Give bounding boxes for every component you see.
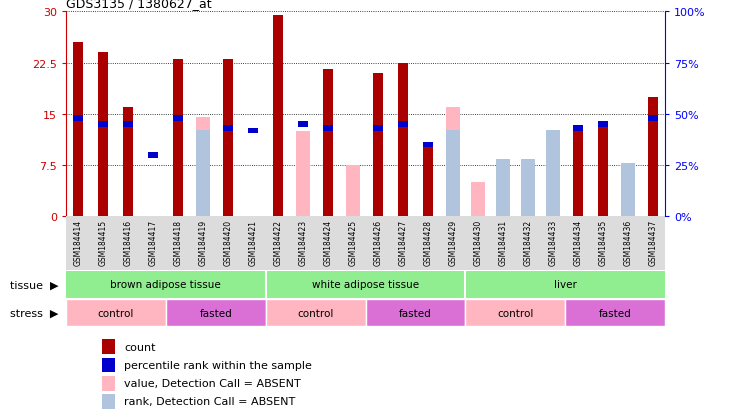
Text: control: control: [97, 308, 134, 318]
Text: GSM184437: GSM184437: [648, 220, 657, 266]
Bar: [621, 179, 635, 217]
Text: GSM184430: GSM184430: [474, 220, 482, 266]
Bar: [565, 299, 665, 326]
Bar: [98, 53, 108, 217]
Bar: [648, 116, 658, 121]
Text: GSM184424: GSM184424: [324, 220, 333, 266]
Bar: [496, 173, 510, 217]
Bar: [124, 108, 133, 217]
Bar: [598, 121, 607, 217]
Bar: [223, 60, 233, 217]
Text: GSM184415: GSM184415: [99, 220, 107, 266]
Bar: [323, 126, 333, 132]
Text: control: control: [298, 308, 334, 318]
Text: GSM184414: GSM184414: [74, 220, 83, 266]
Text: GSM184421: GSM184421: [249, 220, 257, 266]
Text: GSM184429: GSM184429: [448, 220, 458, 266]
Text: control: control: [497, 308, 534, 318]
Text: GSM184423: GSM184423: [298, 220, 308, 266]
Bar: [346, 166, 360, 217]
Bar: [573, 126, 583, 132]
Text: GDS3135 / 1380627_at: GDS3135 / 1380627_at: [66, 0, 211, 10]
Bar: [398, 64, 408, 217]
Text: GSM184431: GSM184431: [499, 220, 507, 266]
Text: brown adipose tissue: brown adipose tissue: [110, 280, 221, 290]
Bar: [265, 299, 366, 326]
Text: GSM184420: GSM184420: [224, 220, 232, 266]
Text: fasted: fasted: [200, 308, 232, 318]
Text: GSM184419: GSM184419: [199, 220, 208, 266]
Text: value, Detection Call = ABSENT: value, Detection Call = ABSENT: [124, 378, 300, 388]
Bar: [197, 118, 210, 217]
Text: GSM184418: GSM184418: [174, 220, 183, 266]
Text: GSM184417: GSM184417: [148, 220, 158, 266]
Bar: [66, 299, 166, 326]
Bar: [248, 128, 258, 134]
Text: fasted: fasted: [599, 308, 632, 318]
Text: GSM184432: GSM184432: [523, 220, 532, 266]
Bar: [73, 116, 83, 121]
Text: GSM184428: GSM184428: [423, 220, 433, 266]
Bar: [298, 122, 308, 128]
Bar: [98, 122, 108, 128]
Bar: [173, 116, 183, 121]
Bar: [373, 74, 383, 217]
Text: GSM184435: GSM184435: [598, 220, 607, 266]
Bar: [496, 159, 510, 217]
Text: percentile rank within the sample: percentile rank within the sample: [124, 360, 312, 370]
Text: GSM184426: GSM184426: [374, 220, 382, 266]
Text: GSM184436: GSM184436: [624, 220, 632, 266]
Bar: [446, 131, 460, 217]
Text: count: count: [124, 342, 156, 352]
Bar: [471, 183, 485, 217]
Bar: [296, 132, 310, 217]
Bar: [546, 156, 560, 217]
Bar: [173, 60, 183, 217]
Bar: [124, 122, 133, 128]
Bar: [573, 132, 583, 217]
Bar: [166, 299, 265, 326]
Bar: [223, 126, 233, 132]
Bar: [423, 145, 433, 217]
Bar: [546, 131, 560, 217]
Bar: [148, 153, 158, 158]
Bar: [323, 70, 333, 217]
Text: stress  ▶: stress ▶: [10, 308, 58, 318]
Bar: [197, 131, 210, 217]
Bar: [273, 16, 283, 217]
Text: GSM184416: GSM184416: [124, 220, 133, 266]
Text: fasted: fasted: [399, 308, 432, 318]
Bar: [621, 164, 635, 217]
Bar: [423, 142, 433, 148]
Bar: [102, 394, 115, 409]
Bar: [366, 299, 466, 326]
Bar: [598, 122, 607, 128]
Text: GSM184422: GSM184422: [273, 220, 283, 266]
Bar: [102, 376, 115, 391]
Text: GSM184433: GSM184433: [548, 220, 557, 266]
Bar: [373, 126, 383, 132]
Bar: [466, 299, 565, 326]
Bar: [446, 108, 460, 217]
Text: GSM184427: GSM184427: [398, 220, 407, 266]
Text: rank, Detection Call = ABSENT: rank, Detection Call = ABSENT: [124, 396, 295, 406]
Text: white adipose tissue: white adipose tissue: [312, 280, 419, 290]
Text: GSM184425: GSM184425: [349, 220, 357, 266]
Bar: [398, 122, 408, 128]
Text: liver: liver: [554, 280, 577, 290]
Text: tissue  ▶: tissue ▶: [10, 280, 58, 290]
Bar: [648, 97, 658, 217]
Bar: [102, 339, 115, 354]
Bar: [102, 358, 115, 373]
Text: GSM184434: GSM184434: [573, 220, 583, 266]
Bar: [521, 159, 534, 217]
Bar: [521, 179, 534, 217]
Bar: [73, 43, 83, 217]
